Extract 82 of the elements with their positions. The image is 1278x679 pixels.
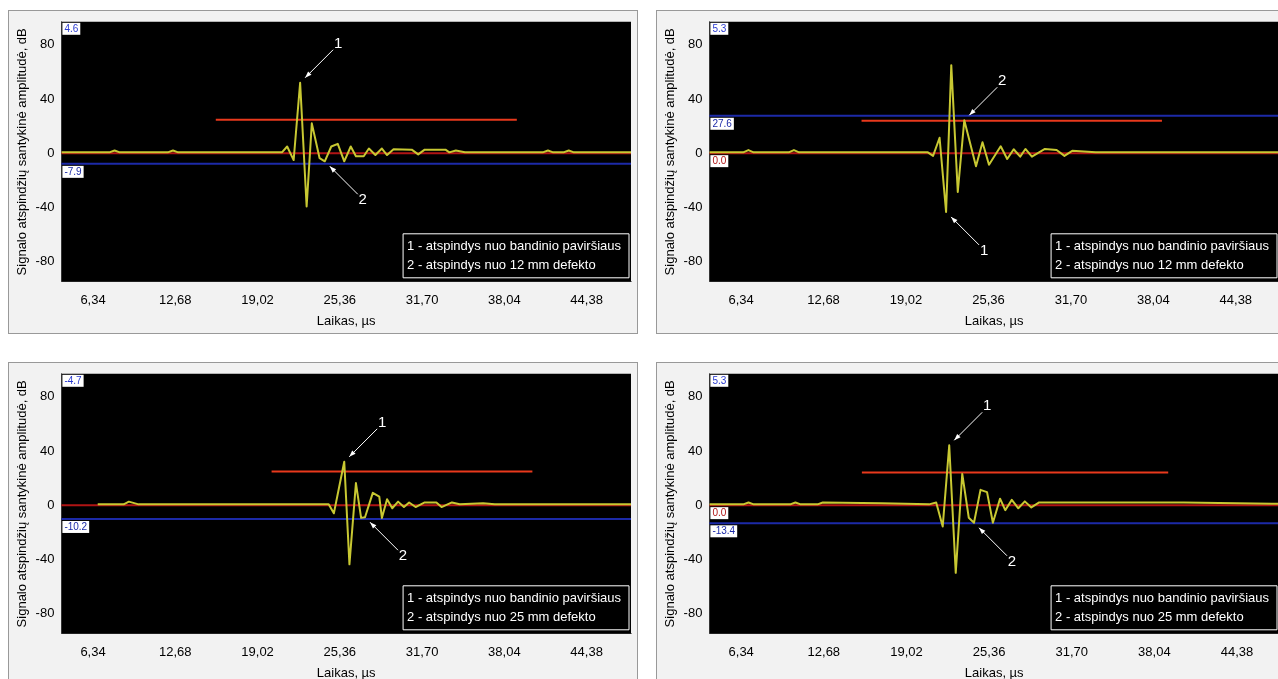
x-tick-label: 44,38 <box>570 292 603 308</box>
x-tick-label: 31,70 <box>1054 292 1088 308</box>
y-tick-label: -80 <box>683 605 703 621</box>
x-tick-label: 19,02 <box>241 292 274 308</box>
annotation: 1 - atspindys nuo bandinio paviršiaus <box>407 590 622 606</box>
y-tick-label: 80 <box>39 388 55 404</box>
ref-line-label: 27.6 <box>712 117 733 129</box>
annotation: 2 - atspindys nuo 12 mm defekto <box>407 257 596 273</box>
x-tick-label: 38,04 <box>1137 292 1170 308</box>
annotation: 1 <box>983 396 992 414</box>
x-tick-label: 31,70 <box>405 292 439 308</box>
x-tick-label: 31,70 <box>405 644 439 660</box>
y-tick-label: 0 <box>47 144 55 160</box>
ref-line-label: 0.0 <box>712 506 727 518</box>
x-axis-title: Laikas, µs <box>964 312 1025 328</box>
x-tick-label: 19,02 <box>241 644 274 660</box>
y-tick-label: 40 <box>687 90 703 106</box>
y-tick-label: 0 <box>695 144 703 160</box>
annotation: 2 - atspindys nuo 12 mm defekto <box>1055 257 1244 273</box>
ref-line-label: 0.0 <box>712 154 727 166</box>
y-tick-label: -80 <box>683 253 703 269</box>
annotation: 1 <box>979 241 989 259</box>
y-tick-label: -40 <box>683 550 703 566</box>
x-axis-title: Laikas, µs <box>316 664 377 679</box>
x-tick-label: 6,34 <box>80 644 106 660</box>
x-tick-label: 6,34 <box>728 292 754 308</box>
y-tick-label: 40 <box>687 442 703 458</box>
x-tick-label: 38,04 <box>488 644 521 660</box>
annotation: 2 <box>358 190 367 208</box>
x-tick-label: 25,36 <box>323 292 357 308</box>
x-tick-label: 25,36 <box>972 292 1005 308</box>
y-tick-label: -80 <box>35 253 55 269</box>
ref-line-label: -7.9 <box>64 165 83 177</box>
ref-line-label: -13.4 <box>712 525 736 537</box>
y-tick-label: -40 <box>35 198 55 214</box>
x-axis-title: Laikas, µs <box>316 312 377 328</box>
x-axis-title: Laikas, µs <box>964 664 1025 679</box>
y-tick-label: 80 <box>687 36 703 52</box>
x-tick-label: 25,36 <box>972 644 1006 660</box>
x-tick-label: 6,34 <box>80 292 106 308</box>
x-tick-label: 12,68 <box>807 644 841 660</box>
annotation: 2 <box>998 71 1007 89</box>
annotation: 2 <box>1007 551 1017 569</box>
x-tick-label: 31,70 <box>1055 644 1089 660</box>
x-tick-label: 12,68 <box>159 292 192 308</box>
y-axis-title: Signalo atspindžių santykinė amplitudė, dB <box>14 380 30 628</box>
y-tick-label: 80 <box>39 36 55 52</box>
y-axis-title: Signalo atspindžių santykinė amplitudė, dB <box>14 28 30 276</box>
x-tick-label: 6,34 <box>728 644 754 660</box>
annotation: 1 - atspindys nuo bandinio paviršiaus <box>1055 238 1270 254</box>
y-tick-label: 0 <box>47 496 55 512</box>
y-tick-label: 40 <box>39 442 55 458</box>
y-tick-label: 40 <box>39 90 55 106</box>
annotation: 2 <box>398 546 408 564</box>
y-tick-label: -40 <box>35 550 55 566</box>
y-tick-label: -80 <box>35 605 55 621</box>
annotation: 1 <box>378 412 387 430</box>
y-axis-title: Signalo atspindžių santykinė amplitudė, dB <box>662 28 678 276</box>
annotation: 4.6 <box>64 22 79 34</box>
x-tick-label: 44,38 <box>570 644 603 660</box>
annotation: 1 <box>333 33 343 51</box>
annotation: 2 - atspindys nuo 25 mm defekto <box>1055 609 1244 625</box>
y-tick-label: 80 <box>687 388 703 404</box>
annotation: 1 - atspindys nuo bandinio paviršiaus <box>407 238 622 254</box>
y-tick-label: -40 <box>683 198 703 214</box>
x-tick-label: 19,02 <box>890 644 923 660</box>
annotation: 2 - atspindys nuo 25 mm defekto <box>407 609 596 625</box>
x-tick-label: 44,38 <box>1219 292 1253 308</box>
x-tick-label: 12,68 <box>159 644 192 660</box>
x-tick-label: 25,36 <box>323 644 357 660</box>
annotation: 5.3 <box>712 374 727 386</box>
x-tick-label: 44,38 <box>1220 644 1254 660</box>
annotation: 5.3 <box>712 22 727 34</box>
annotation: 1 - atspindys nuo bandinio paviršiaus <box>1055 590 1270 606</box>
x-tick-label: 38,04 <box>1138 644 1171 660</box>
ref-line-label: -10.2 <box>64 520 88 532</box>
x-tick-label: 19,02 <box>889 292 923 308</box>
x-tick-label: 12,68 <box>807 292 840 308</box>
y-tick-label: 0 <box>695 496 703 512</box>
x-tick-label: 38,04 <box>488 292 521 308</box>
y-axis-title: Signalo atspindžių santykinė amplitudė, dB <box>662 380 678 628</box>
annotation: -4.7 <box>64 374 83 386</box>
